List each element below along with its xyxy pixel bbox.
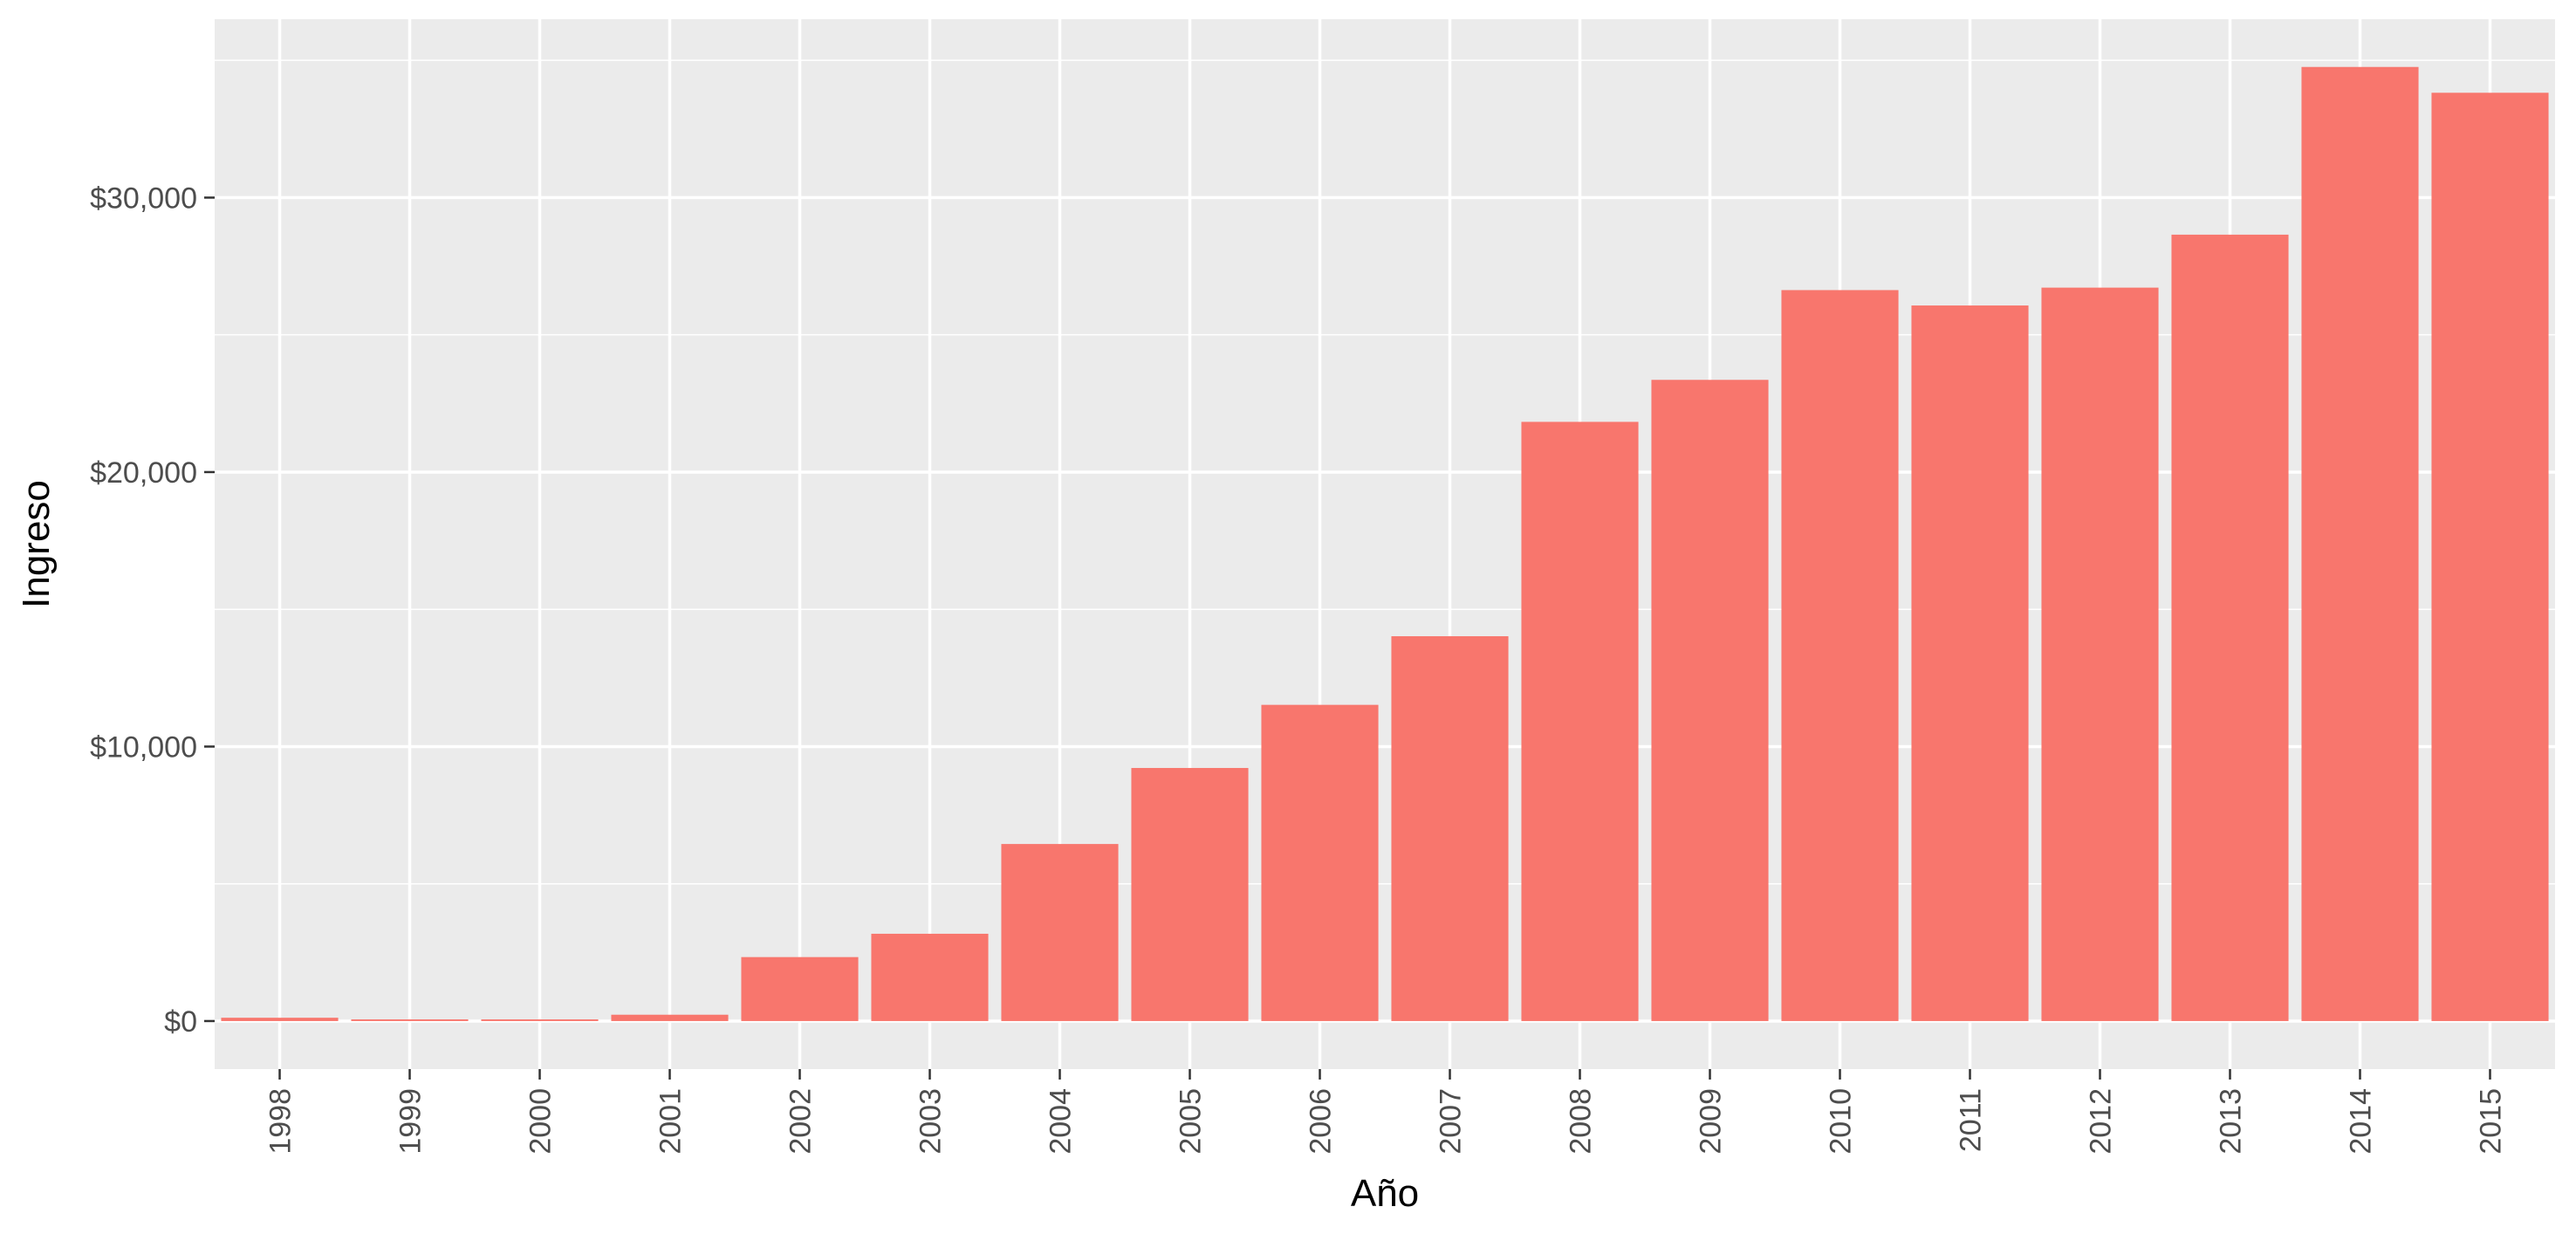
bar-2008 bbox=[1521, 422, 1639, 1021]
bar-2006 bbox=[1261, 704, 1379, 1021]
x-axis: 1998 1999 2000 2001 2002 2003 2004 2005 2006 2007… bbox=[264, 1069, 2508, 1155]
x-tick-label: 2000 bbox=[524, 1088, 558, 1155]
y-tick-label: $10,000 bbox=[90, 730, 197, 764]
y-tick-label: $30,000 bbox=[90, 182, 197, 215]
x-tick-label: 1998 bbox=[264, 1088, 298, 1155]
bar-2013 bbox=[2171, 234, 2289, 1021]
bar-2014 bbox=[2301, 66, 2419, 1021]
bar-2015 bbox=[2431, 93, 2549, 1021]
bar-2004 bbox=[1001, 844, 1119, 1021]
x-tick-label: 2006 bbox=[1305, 1088, 1338, 1155]
y-tick-label: $20,000 bbox=[90, 456, 197, 490]
bar-1999 bbox=[351, 1019, 469, 1021]
minor-gridlines bbox=[215, 59, 2555, 885]
bar-2010 bbox=[1781, 290, 1899, 1021]
x-tick-label: 2009 bbox=[1695, 1088, 1728, 1155]
x-axis-title: Año bbox=[1351, 1172, 1419, 1215]
bar-2011 bbox=[1911, 305, 2029, 1021]
bar-2001 bbox=[611, 1014, 729, 1021]
y-axis-title: Ingreso bbox=[15, 480, 58, 608]
x-tick-label: 2010 bbox=[1825, 1088, 1858, 1155]
bars bbox=[221, 66, 2549, 1021]
x-tick-label: 2007 bbox=[1435, 1088, 1468, 1155]
bar-2000 bbox=[481, 1019, 599, 1021]
x-tick-label: 1999 bbox=[394, 1088, 428, 1155]
bar-2002 bbox=[741, 956, 859, 1021]
x-tick-label: 2014 bbox=[2345, 1088, 2378, 1155]
x-tick-label: 2012 bbox=[2085, 1088, 2118, 1155]
bar-2012 bbox=[2041, 287, 2159, 1021]
x-tick-label: 2003 bbox=[915, 1088, 948, 1155]
bar-2003 bbox=[871, 933, 989, 1021]
x-tick-label: 2005 bbox=[1175, 1088, 1208, 1155]
y-axis: $0 $10,000 $20,000 $30,000 bbox=[90, 182, 215, 1039]
x-tick-label: 2015 bbox=[2475, 1088, 2508, 1155]
bar-1998 bbox=[221, 1018, 339, 1021]
y-tick-label: $0 bbox=[164, 1005, 197, 1039]
bar-2005 bbox=[1131, 767, 1249, 1021]
x-tick-label: 2008 bbox=[1565, 1088, 1598, 1155]
bar-2007 bbox=[1391, 636, 1509, 1021]
plot-panel bbox=[215, 19, 2555, 1069]
bar-2009 bbox=[1651, 380, 1769, 1021]
x-tick-label: 2002 bbox=[784, 1088, 818, 1155]
x-tick-label: 2004 bbox=[1045, 1088, 1078, 1155]
x-tick-label: 2001 bbox=[654, 1088, 688, 1155]
x-tick-label: 2013 bbox=[2215, 1088, 2248, 1155]
x-tick-label: 2011 bbox=[1955, 1088, 1988, 1152]
